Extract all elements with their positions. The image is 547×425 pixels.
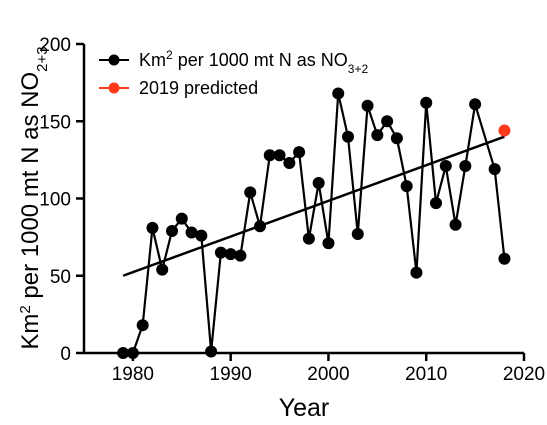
y-axis-label: Km2 per 1000 mt N as NO2+3: [17, 46, 51, 349]
data-point-km2: [263, 149, 276, 162]
data-point-km2: [254, 220, 266, 233]
data-point-km2: [126, 347, 139, 359]
legend-label-km2: Km2 per 1000 mt N as NO3+2: [139, 48, 368, 76]
y-tick-label: 100: [39, 190, 71, 211]
data-point-km2: [166, 224, 178, 237]
y-tick-label: 200: [39, 35, 71, 56]
data-point-km2: [195, 229, 208, 242]
data-point-km2: [302, 232, 315, 245]
series-points: [117, 87, 511, 359]
legend-label-predicted: 2019 predicted: [139, 78, 258, 98]
data-point-km2: [390, 132, 403, 145]
data-point-km2: [430, 197, 442, 210]
x-tick-label: 1980: [112, 364, 154, 385]
x-ticks: 1980 1990 2000 2010 2020: [112, 353, 545, 385]
data-point-km2: [371, 129, 384, 142]
data-point-km2: [498, 252, 511, 265]
data-point-km2: [400, 180, 413, 193]
data-point-km2: [322, 237, 335, 250]
x-tick-label: 2020: [503, 364, 545, 385]
data-point-km2: [332, 87, 345, 100]
data-point-km2: [214, 246, 227, 259]
data-point-km2: [205, 345, 218, 358]
legend-label-km2-base: Km: [139, 50, 166, 70]
data-point-km2: [117, 347, 130, 359]
data-point-predicted: [498, 124, 511, 137]
data-point-km2: [234, 249, 247, 262]
data-point-km2: [156, 263, 169, 276]
legend-entry-km2: Km2 per 1000 mt N as NO3+2: [99, 48, 368, 76]
legend-label-km2-sup: 2: [166, 48, 173, 62]
data-point-km2: [312, 177, 325, 190]
y-axis-label-rest: per 1000 mt N as NO: [17, 72, 44, 305]
data-point-km2: [351, 228, 364, 241]
data-point-km2: [244, 186, 257, 199]
y-axis-label-sup: 2: [17, 305, 34, 313]
data-point-km2: [381, 115, 394, 128]
y-ticks: 0 50 100 150 200: [39, 35, 84, 365]
data-point-km2: [283, 156, 296, 169]
data-point-km2: [439, 160, 452, 173]
data-point-km2: [449, 218, 462, 231]
x-tick-label: 2010: [405, 364, 447, 385]
data-point-km2: [420, 96, 433, 109]
y-axis-label-sub: 2+3: [34, 46, 51, 71]
legend-entry-predicted: 2019 predicted: [99, 78, 258, 98]
data-point-km2: [342, 130, 354, 143]
legend-marker-predicted: [108, 82, 120, 94]
data-point-km2: [488, 163, 501, 176]
x-tick-label: 1990: [210, 364, 252, 385]
x-tick-label: 2000: [307, 364, 349, 385]
y-axis-label-base: Km: [17, 314, 44, 350]
y-tick-label: 50: [50, 267, 71, 288]
data-point-km2: [273, 149, 286, 162]
data-point-km2: [224, 248, 237, 261]
legend-label-km2-sub: 3+2: [348, 62, 369, 76]
legend: Km2 per 1000 mt N as NO3+2 2019 predicte…: [99, 48, 368, 98]
data-point-km2: [175, 212, 188, 225]
legend-label-km2-rest: per 1000 mt N as NO: [173, 50, 348, 70]
legend-marker-km2: [108, 54, 120, 66]
data-point-km2: [410, 266, 423, 279]
data-point-km2: [459, 160, 472, 173]
data-point-km2: [361, 99, 374, 112]
data-point-km2: [136, 319, 149, 332]
data-point-km2: [469, 98, 482, 111]
data-point-km2: [185, 226, 198, 239]
y-tick-label: 150: [39, 112, 71, 133]
x-axis-label: Year: [279, 394, 330, 420]
data-point-km2: [146, 221, 159, 234]
y-tick-label: 0: [60, 344, 71, 365]
data-point-km2: [293, 146, 306, 159]
